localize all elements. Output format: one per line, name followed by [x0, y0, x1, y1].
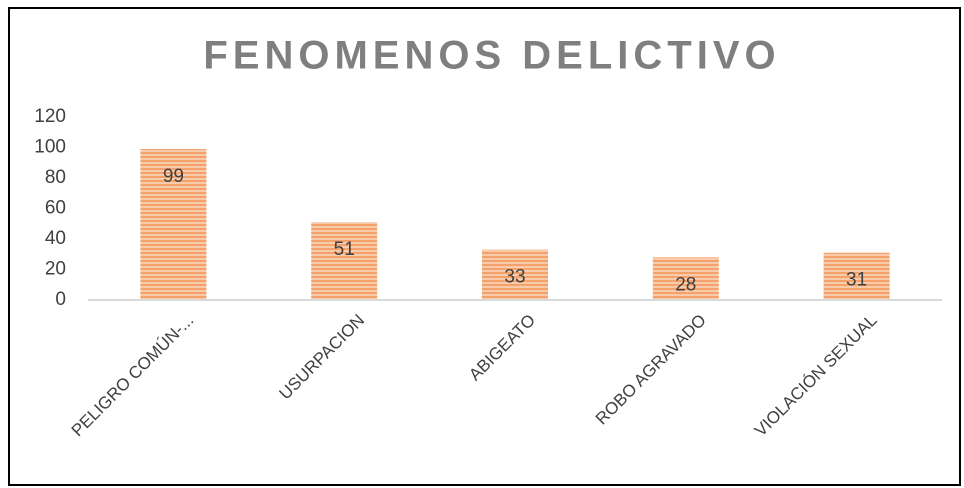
chart-title: FENOMENOS DELICTIVO	[203, 34, 780, 78]
data-label: 31	[846, 270, 867, 291]
y-tick-label: 0	[55, 289, 66, 310]
y-tick-label: 120	[34, 106, 66, 127]
data-label: 33	[504, 267, 525, 288]
bar	[311, 222, 378, 300]
bar	[482, 249, 548, 300]
bar	[652, 257, 719, 300]
bar	[140, 149, 207, 300]
data-label: 51	[334, 239, 355, 260]
y-tick-label: 60	[45, 198, 66, 219]
y-tick-label: 40	[45, 228, 66, 249]
y-tick-label: 100	[34, 137, 66, 158]
y-tick-label: 20	[45, 259, 66, 280]
data-label: 28	[675, 274, 696, 295]
bar	[823, 252, 890, 300]
data-label: 99	[163, 166, 184, 187]
y-tick-label: 80	[45, 167, 66, 188]
